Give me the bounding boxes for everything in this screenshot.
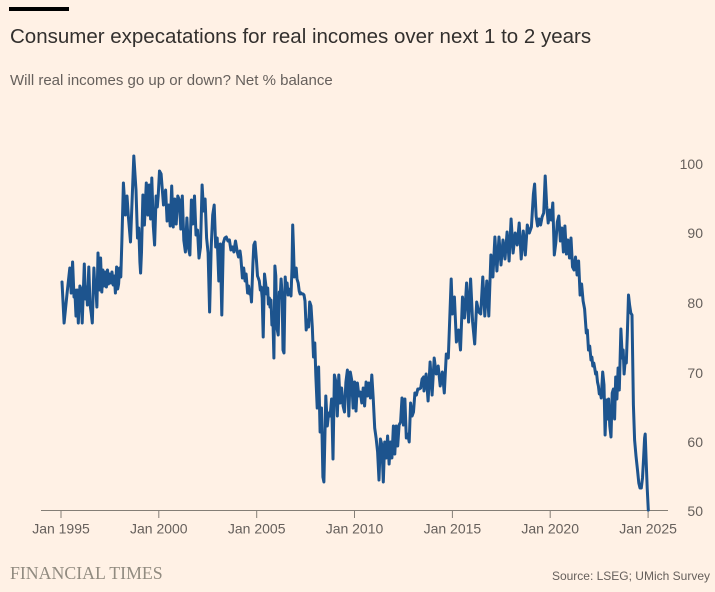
svg-text:70: 70	[687, 365, 703, 381]
svg-text:Jan 2025: Jan 2025	[619, 521, 677, 537]
svg-text:Jan 1995: Jan 1995	[32, 521, 90, 537]
svg-text:90: 90	[687, 225, 703, 241]
svg-text:100: 100	[680, 156, 704, 172]
svg-text:Jan 2010: Jan 2010	[326, 521, 384, 537]
svg-text:Jan 2000: Jan 2000	[130, 521, 188, 537]
svg-text:Jan 2015: Jan 2015	[424, 521, 482, 537]
svg-text:60: 60	[687, 434, 703, 450]
svg-text:Jan 2005: Jan 2005	[228, 521, 286, 537]
svg-text:50: 50	[687, 503, 703, 519]
svg-text:Jan 2020: Jan 2020	[521, 521, 579, 537]
svg-text:80: 80	[687, 295, 703, 311]
